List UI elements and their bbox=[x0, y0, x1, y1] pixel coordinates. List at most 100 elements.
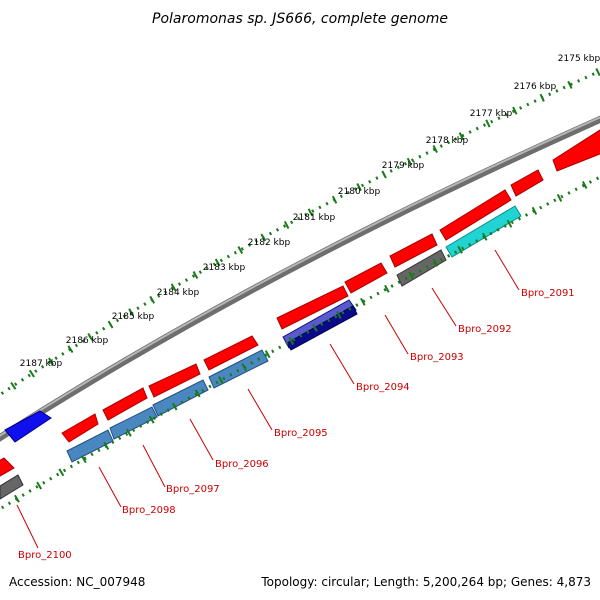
gene-label-leaders bbox=[16, 249, 520, 549]
genome-backbone bbox=[0, 115, 600, 442]
ruler-tick bbox=[567, 80, 573, 89]
gene-label[interactable]: Bpro_2096 bbox=[215, 459, 269, 470]
leader-line bbox=[329, 343, 355, 385]
ruler-tick bbox=[170, 283, 177, 292]
ruler-tick bbox=[312, 323, 318, 332]
gene-label[interactable]: Bpro_2095 bbox=[274, 428, 328, 439]
ruler-tick bbox=[126, 428, 132, 437]
gene-arrow[interactable] bbox=[344, 262, 388, 294]
ruler-tick bbox=[485, 119, 491, 128]
ruler-tick bbox=[336, 310, 342, 319]
ruler-tick bbox=[331, 195, 338, 204]
ruler-tick bbox=[539, 93, 545, 102]
ruler-tick bbox=[458, 132, 464, 141]
ruler-tick bbox=[406, 157, 413, 166]
ruler-tick bbox=[356, 183, 362, 192]
gene-arrow[interactable] bbox=[102, 387, 148, 421]
accession-text: Accession: NC_007948 bbox=[9, 575, 145, 589]
leader-line bbox=[247, 388, 273, 431]
gene-arrow[interactable] bbox=[276, 285, 349, 330]
ruler-tick bbox=[87, 332, 94, 341]
gene-arrow[interactable] bbox=[148, 363, 201, 398]
ruler-tick bbox=[10, 381, 17, 390]
outer-ruler: 2175 kbp 2176 kbp 2177 kbp 2178 kbp 2179… bbox=[0, 54, 600, 397]
tick-label: 2175 kbp bbox=[558, 54, 600, 64]
ruler-tick-labels: 2175 kbp 2176 kbp 2177 kbp 2178 kbp 2179… bbox=[20, 54, 600, 369]
leader-line bbox=[494, 249, 520, 291]
tick-label: 2187 kbp bbox=[20, 359, 63, 369]
ruler-tick bbox=[192, 271, 199, 279]
ruler-tick bbox=[381, 170, 387, 179]
gene-arrow[interactable] bbox=[203, 335, 259, 371]
ruler-tick bbox=[432, 258, 439, 267]
ruler-tick bbox=[556, 193, 563, 202]
gene-arrow[interactable] bbox=[552, 129, 600, 172]
leader-line bbox=[384, 314, 409, 355]
tick-label: 2179 kbp bbox=[382, 161, 425, 171]
gene-label[interactable]: Bpro_2098 bbox=[122, 505, 176, 516]
leader-line bbox=[142, 444, 166, 488]
outer-ruler-ticks bbox=[10, 67, 600, 390]
tick-label: 2178 kbp bbox=[426, 136, 469, 146]
ruler-tick bbox=[264, 350, 271, 359]
ruler-tick bbox=[512, 106, 518, 115]
gene-arrow[interactable] bbox=[396, 249, 447, 287]
ruler-tick bbox=[595, 67, 600, 77]
ruler-tick bbox=[103, 441, 110, 450]
ruler-tick bbox=[214, 258, 221, 267]
gene-arrow[interactable] bbox=[445, 205, 522, 258]
ruler-tick bbox=[80, 455, 87, 464]
ruler-tick bbox=[107, 320, 114, 329]
ruler-tick bbox=[149, 295, 156, 304]
tick-label: 2182 kbp bbox=[248, 238, 291, 248]
tick-label: 2186 kbp bbox=[66, 336, 109, 346]
ruler-tick bbox=[241, 363, 248, 372]
tick-label: 2181 kbp bbox=[293, 213, 336, 223]
tick-label: 2184 kbp bbox=[157, 288, 200, 298]
ruler-tick bbox=[288, 337, 295, 345]
gene-label[interactable]: Bpro_2100 bbox=[18, 550, 72, 561]
ruler-tick bbox=[58, 468, 65, 477]
ruler-tick bbox=[360, 297, 366, 306]
gene-label[interactable]: Bpro_2094 bbox=[356, 382, 410, 393]
gene-arrow[interactable] bbox=[0, 474, 24, 500]
tick-label: 2177 kbp bbox=[470, 109, 513, 119]
gene-arrow[interactable] bbox=[61, 413, 99, 443]
tick-label: 2176 kbp bbox=[514, 82, 557, 92]
forward-strand-genes bbox=[0, 129, 600, 481]
gene-label[interactable]: Bpro_2091 bbox=[521, 288, 575, 299]
inner-ruler bbox=[0, 175, 600, 511]
ruler-tick bbox=[67, 345, 74, 354]
ruler-tick bbox=[218, 376, 224, 385]
map-title: Polaromonas sp. JS666, complete genome bbox=[152, 11, 448, 27]
ruler-tick bbox=[482, 232, 488, 241]
ruler-tick bbox=[283, 220, 290, 229]
ruler-tick bbox=[128, 308, 135, 317]
leader-line bbox=[431, 287, 457, 327]
ruler-tick bbox=[48, 357, 54, 366]
ruler-tick bbox=[28, 369, 35, 378]
ruler-tick bbox=[148, 415, 155, 424]
gene-labels: Bpro_2091 Bpro_2092 Bpro_2093 Bpro_2094 … bbox=[18, 288, 575, 561]
gene-arrow[interactable] bbox=[439, 189, 512, 241]
ruler-tick bbox=[14, 494, 20, 503]
gene-label[interactable]: Bpro_2093 bbox=[410, 352, 464, 363]
gene-arrow[interactable] bbox=[389, 233, 438, 268]
ruler-tick bbox=[506, 219, 513, 228]
gene-arrow[interactable] bbox=[152, 379, 209, 417]
ruler-tick bbox=[531, 206, 538, 215]
tick-label: 2185 kbp bbox=[112, 312, 155, 322]
gene-label[interactable]: Bpro_2092 bbox=[458, 324, 512, 335]
gene-arrow[interactable] bbox=[4, 410, 52, 443]
ruler-tick bbox=[457, 245, 463, 254]
leader-line bbox=[98, 466, 122, 508]
gene-label[interactable]: Bpro_2097 bbox=[166, 484, 220, 495]
gene-arrow[interactable] bbox=[510, 169, 544, 197]
outer-ruler-dots bbox=[0, 70, 599, 397]
ruler-tick bbox=[36, 481, 43, 490]
gene-arrow[interactable] bbox=[0, 457, 15, 481]
gene-arrow[interactable] bbox=[109, 406, 158, 440]
inner-ruler-ticks bbox=[14, 180, 588, 503]
leader-line bbox=[16, 504, 39, 549]
